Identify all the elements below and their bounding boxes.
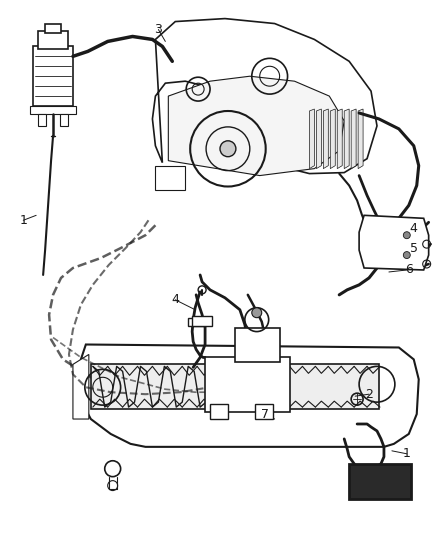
Circle shape — [403, 232, 410, 239]
Bar — [91, 365, 379, 409]
Polygon shape — [316, 109, 321, 168]
Bar — [235, 328, 279, 362]
Text: 4: 4 — [410, 222, 418, 235]
Polygon shape — [309, 109, 314, 168]
Bar — [38, 114, 46, 126]
Text: 1: 1 — [19, 214, 27, 227]
Polygon shape — [323, 109, 328, 168]
Bar — [255, 404, 273, 419]
Text: 2: 2 — [365, 387, 373, 401]
Text: 3: 3 — [155, 23, 162, 36]
Polygon shape — [81, 344, 419, 447]
Bar — [30, 106, 76, 114]
Text: 6: 6 — [405, 263, 413, 277]
Polygon shape — [73, 354, 89, 419]
Polygon shape — [359, 215, 429, 270]
Text: 1: 1 — [403, 447, 411, 461]
Polygon shape — [358, 109, 363, 168]
Text: 5: 5 — [410, 241, 418, 255]
Bar — [192, 316, 212, 326]
Polygon shape — [330, 109, 335, 168]
Bar — [38, 31, 68, 50]
Text: 7: 7 — [261, 408, 268, 421]
Polygon shape — [168, 76, 344, 175]
Polygon shape — [337, 109, 342, 168]
Polygon shape — [344, 109, 349, 168]
Bar — [188, 318, 206, 326]
Bar — [60, 114, 68, 126]
Bar — [45, 23, 61, 34]
Polygon shape — [351, 109, 356, 168]
Text: 4: 4 — [171, 293, 179, 306]
Polygon shape — [152, 19, 377, 174]
Circle shape — [252, 308, 262, 318]
Bar — [210, 404, 228, 419]
Bar — [349, 464, 411, 498]
Bar — [155, 166, 185, 190]
Circle shape — [403, 252, 410, 259]
Bar — [33, 46, 73, 106]
Circle shape — [220, 141, 236, 157]
Bar — [205, 358, 290, 412]
